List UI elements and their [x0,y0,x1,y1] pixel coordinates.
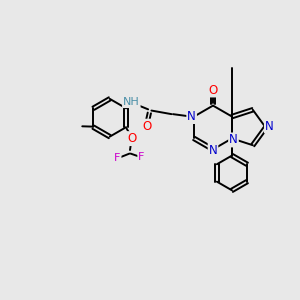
Text: O: O [142,120,152,133]
Text: F: F [138,152,145,163]
Text: N: N [265,119,274,133]
Text: F: F [114,153,121,164]
Text: N: N [229,134,238,146]
Text: NH: NH [123,97,140,107]
Text: O: O [127,132,136,145]
Text: N: N [208,143,217,157]
Text: N: N [187,110,196,123]
Text: O: O [208,83,217,97]
